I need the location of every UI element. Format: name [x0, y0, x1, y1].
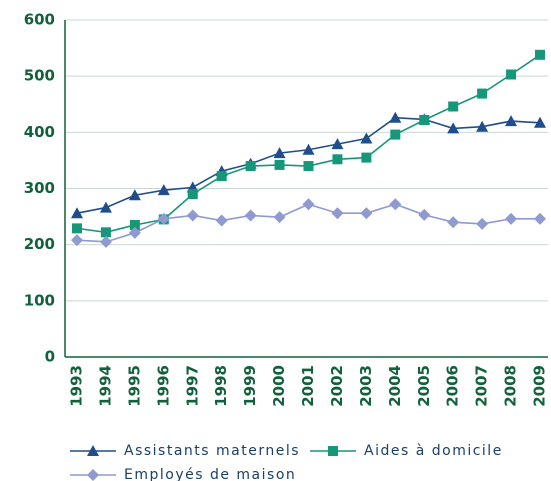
point-marker — [505, 212, 518, 225]
point-marker — [477, 88, 488, 99]
x-tick-label: 2008 — [502, 365, 520, 407]
point-marker — [448, 101, 459, 112]
x-tick-label: 2002 — [328, 365, 346, 407]
point-marker — [215, 214, 228, 227]
x-tick-label: 1995 — [125, 365, 143, 407]
x-tick-label: 2000 — [270, 365, 288, 407]
point-marker — [534, 212, 546, 225]
point-marker — [506, 69, 517, 80]
legend-marker — [87, 445, 99, 456]
point-marker — [273, 211, 286, 224]
point-marker — [476, 120, 489, 132]
point-marker — [505, 115, 518, 127]
point-marker — [128, 226, 141, 239]
point-marker — [274, 159, 285, 170]
point-marker — [99, 201, 112, 213]
x-tick-label: 1993 — [68, 365, 86, 407]
point-marker — [99, 235, 112, 248]
point-marker — [447, 122, 460, 134]
point-marker — [332, 154, 343, 165]
point-marker — [418, 208, 431, 221]
point-marker — [534, 116, 546, 128]
point-marker — [447, 216, 460, 229]
y-tick-label: 600 — [24, 11, 55, 29]
point-marker — [71, 207, 83, 219]
x-tick-label: 1996 — [154, 365, 172, 407]
x-tick-label: 1998 — [212, 365, 230, 407]
x-tick-label: 2007 — [473, 365, 491, 407]
point-marker — [389, 198, 402, 211]
y-tick-label: 400 — [24, 123, 55, 141]
point-marker — [535, 49, 545, 60]
legend-label: Employés de maison — [124, 467, 296, 481]
x-tick-label: 2006 — [444, 365, 462, 407]
point-marker — [303, 161, 314, 172]
point-marker — [302, 198, 315, 211]
point-marker — [245, 161, 256, 172]
y-tick-label: 0 — [45, 348, 55, 366]
point-marker — [419, 114, 430, 125]
x-tick-label: 2003 — [357, 365, 375, 407]
point-marker — [100, 227, 111, 238]
point-marker — [129, 220, 140, 231]
point-marker — [389, 111, 402, 123]
point-marker — [390, 129, 401, 140]
point-marker — [360, 132, 373, 144]
point-marker — [331, 138, 344, 150]
point-marker — [302, 143, 315, 155]
point-marker — [216, 171, 227, 182]
y-tick-label: 500 — [24, 67, 55, 85]
y-tick-label: 200 — [24, 235, 55, 253]
point-marker — [157, 212, 170, 225]
point-marker — [361, 152, 372, 163]
point-marker — [244, 209, 257, 222]
point-marker — [71, 234, 83, 247]
legend-marker — [87, 469, 99, 481]
legend-label: Assistants maternels — [124, 443, 300, 459]
x-tick-label: 2005 — [415, 365, 433, 407]
legend-label: Aides à domicile — [364, 443, 503, 459]
point-marker — [331, 207, 344, 220]
point-marker — [128, 189, 141, 201]
y-tick-label: 100 — [24, 291, 55, 309]
x-tick-label: 1999 — [241, 365, 259, 407]
point-marker — [187, 189, 198, 200]
point-marker — [360, 207, 373, 220]
x-tick-label: 1997 — [183, 365, 201, 407]
point-marker — [157, 184, 170, 196]
point-marker — [72, 223, 82, 234]
x-tick-label: 2009 — [531, 365, 549, 407]
legend-marker — [328, 446, 338, 456]
point-marker — [273, 147, 286, 159]
x-tick-label: 2001 — [299, 365, 317, 407]
point-marker — [476, 217, 489, 230]
y-tick-label: 300 — [24, 179, 55, 197]
x-tick-label: 1994 — [96, 365, 114, 407]
x-tick-label: 2004 — [386, 365, 404, 407]
point-marker — [186, 209, 199, 222]
